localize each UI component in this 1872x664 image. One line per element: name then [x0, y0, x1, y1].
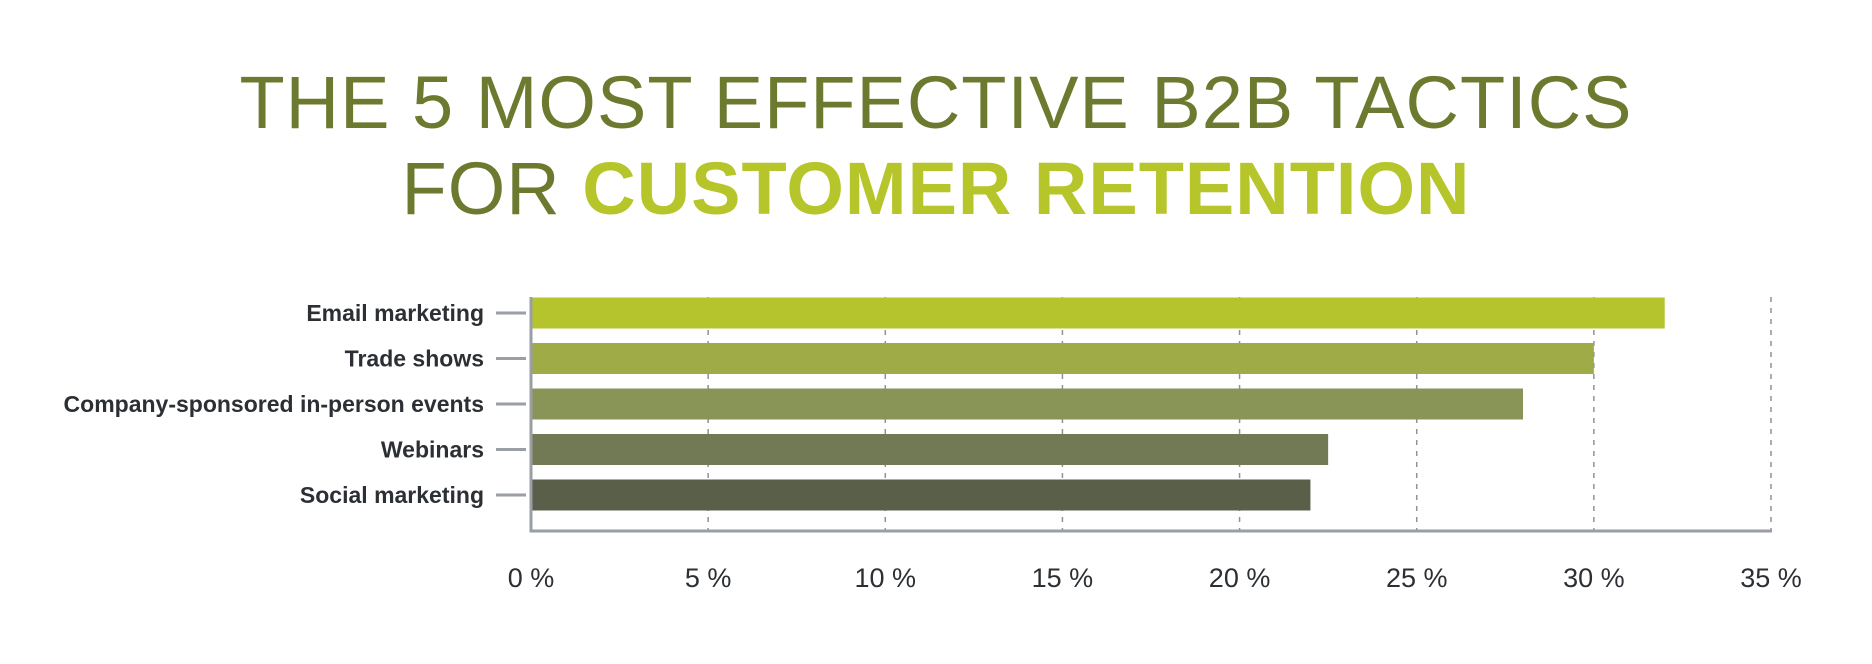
x-tick-label-35: 35 % [1740, 563, 1802, 593]
title-line-1: THE 5 MOST EFFECTIVE B2B TACTICS [239, 61, 1633, 144]
category-labels: Email marketing Trade shows Company-sponso… [64, 300, 484, 508]
title-line-2-prefix: FOR [401, 147, 583, 230]
bar-5 [531, 479, 1311, 511]
category-label-2: Trade shows [345, 346, 484, 372]
bar-3 [531, 388, 1523, 420]
category-label-1: Email marketing [306, 300, 484, 326]
x-tick-label-30: 30 % [1563, 563, 1625, 593]
bar-1 [531, 297, 1665, 329]
chart-title: THE 5 MOST EFFECTIVE B2B TACTICS FOR CUS… [0, 60, 1872, 232]
x-tick-label-5: 5 % [685, 563, 732, 593]
bar-4 [531, 434, 1329, 465]
title-line-2: FOR CUSTOMER RETENTION [0, 146, 1872, 232]
tick-labels: 0 % 5 % 10 % 15 % 20 % 25 % 30 % 35 % [508, 563, 1802, 593]
title-emphasis: CUSTOMER RETENTION [582, 147, 1471, 230]
category-label-3: Company-sponsored in-person events [64, 391, 484, 417]
x-tick-label-10: 10 % [855, 563, 917, 593]
bar-2 [531, 343, 1594, 374]
axes [496, 297, 1772, 533]
x-tick-label-0: 0 % [508, 563, 555, 593]
x-tick-label-15: 15 % [1032, 563, 1094, 593]
bars [531, 297, 1665, 511]
category-label-4: Webinars [381, 437, 484, 463]
x-tick-label-20: 20 % [1209, 563, 1271, 593]
x-tick-label-25: 25 % [1386, 563, 1448, 593]
category-label-5: Social marketing [300, 482, 484, 508]
